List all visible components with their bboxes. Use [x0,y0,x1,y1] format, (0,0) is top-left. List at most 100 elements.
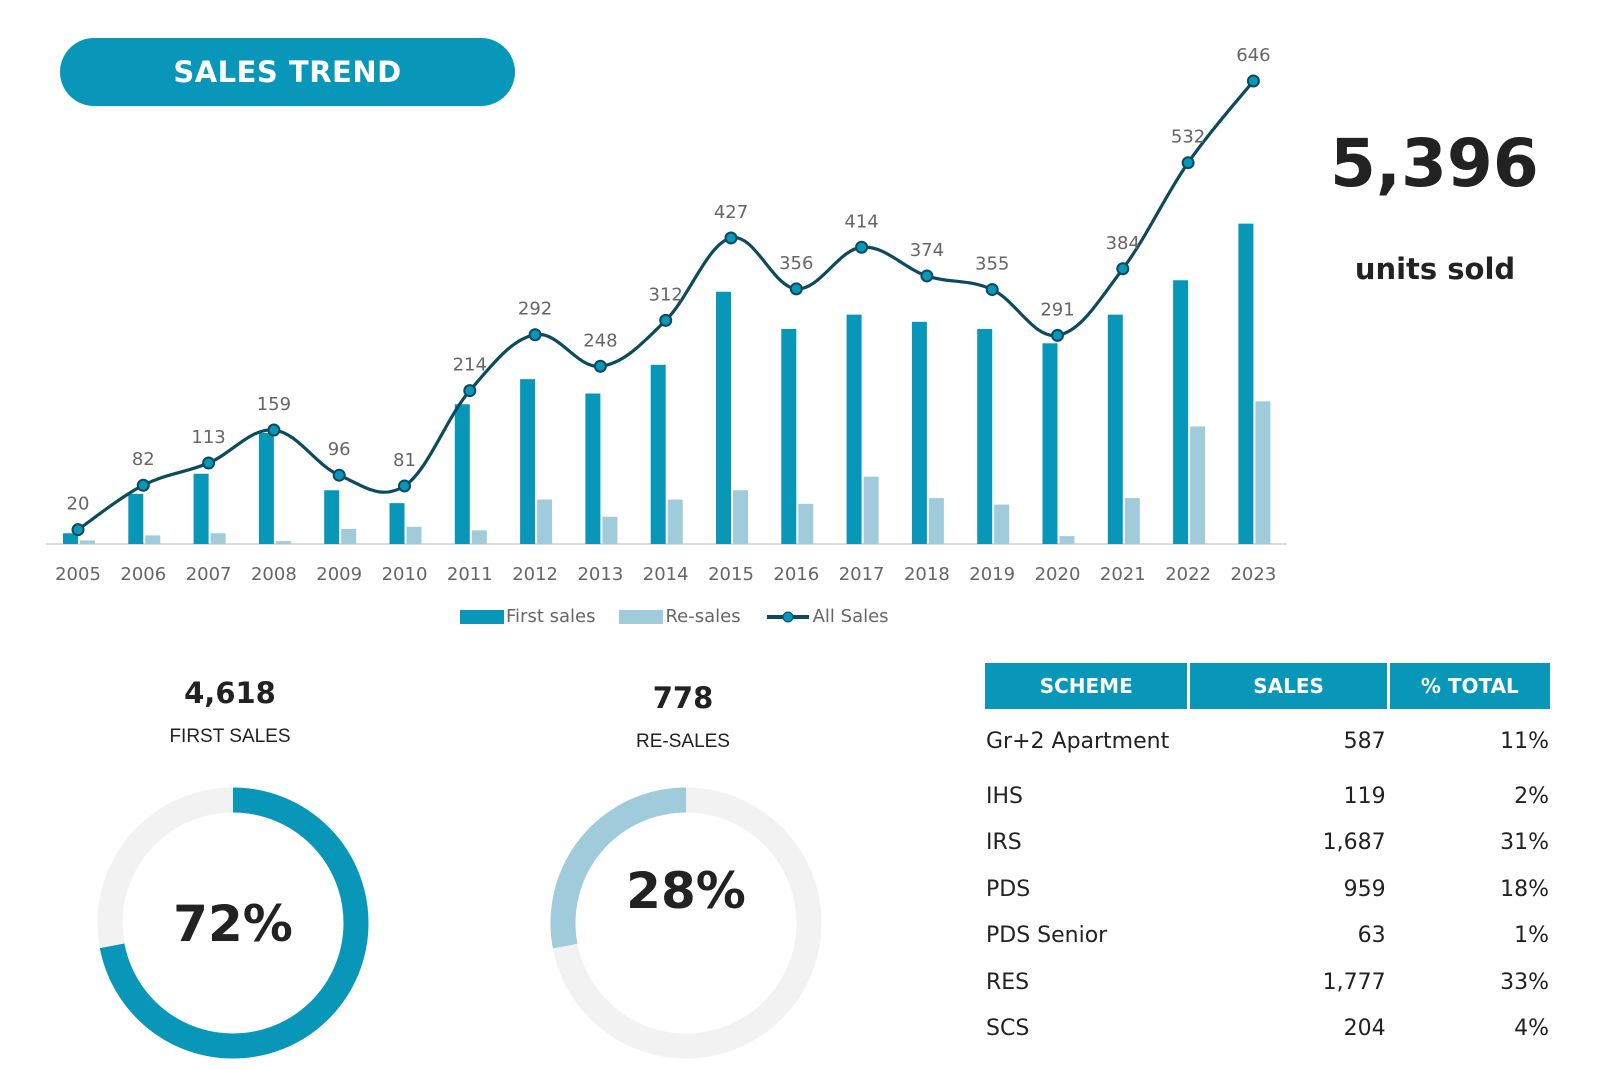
all-sales-point[interactable] [267,423,281,437]
all-sales-point[interactable] [463,384,477,398]
bar-re-sales[interactable] [406,526,422,544]
legend-all-sales[interactable]: All Sales [765,606,889,627]
percent-cell: 33% [1500,969,1549,995]
bar-first-sales[interactable] [520,379,536,544]
bar-re-sales[interactable] [1124,498,1140,544]
data-label: 248 [583,330,617,351]
bar-re-sales[interactable] [210,533,226,544]
first-sales-donut: 72% [97,787,369,1059]
legend-re-sales[interactable]: Re-sales [619,606,741,627]
all-sales-point[interactable] [1246,74,1260,88]
bar-first-sales[interactable] [1042,343,1058,544]
header-scheme[interactable]: SCHEME [985,663,1188,709]
sales-cell: 587 [1343,728,1386,754]
legend-re-label: Re-sales [665,606,741,627]
bar-re-sales[interactable] [994,504,1010,544]
all-sales-point[interactable] [202,456,216,470]
bar-re-sales[interactable] [928,498,944,544]
data-label: 291 [1040,299,1074,320]
data-label: 113 [191,427,225,448]
data-label: 214 [453,355,487,376]
all-sales-point[interactable] [332,468,346,482]
first-sales-label: FIRST SALES [169,726,291,747]
scheme-cell: Gr+2 Apartment [986,728,1170,754]
data-label: 20 [67,494,90,515]
title-banner: SALES TREND [60,38,515,106]
chart-legend: First sales Re-sales All Sales [460,606,889,627]
bar-re-sales[interactable] [1190,426,1206,544]
all-sales-point[interactable] [659,313,673,327]
bar-re-sales[interactable] [537,499,553,544]
re-sales-donut-arc [550,787,822,1059]
header-percent-total[interactable]: % TOTAL [1389,663,1550,709]
bar-first-sales[interactable] [781,328,797,544]
all-sales-point[interactable] [1116,262,1130,276]
bar-re-sales[interactable] [667,499,683,544]
bar-first-sales[interactable] [911,321,927,544]
legend-all-label: All Sales [812,606,889,627]
scheme-cell: SCS [986,1016,1030,1042]
bar-first-sales[interactable] [389,503,405,544]
bar-re-sales[interactable] [602,516,618,544]
bar-first-sales[interactable] [324,490,340,544]
bar-first-sales[interactable] [128,493,144,544]
bar-re-sales[interactable] [863,476,879,544]
all-sales-point[interactable] [593,359,607,373]
x-tick-label: 2011 [447,564,493,585]
header-sales[interactable]: SALES [1190,663,1387,709]
bar-first-sales[interactable] [193,473,209,544]
bar-re-sales[interactable] [1059,536,1075,544]
bar-first-sales[interactable] [650,364,666,544]
table-row: SCS 204 4% [985,1006,1550,1053]
bar-first-sales[interactable] [63,533,78,544]
x-tick-label: 2023 [1230,564,1276,585]
bar-re-sales[interactable] [471,530,487,544]
x-tick-label: 2017 [839,564,885,585]
first-sales-summary: 4,618 FIRST SALES [130,676,330,748]
sales-cell: 119 [1343,783,1386,809]
data-label: 427 [714,202,748,223]
x-tick-label: 2018 [904,564,950,585]
bar-re-sales[interactable] [80,540,95,544]
bar-re-sales[interactable] [275,541,291,544]
x-tick-label: 2013 [577,564,623,585]
all-sales-point[interactable] [528,328,542,342]
bar-first-sales[interactable] [977,328,993,544]
bar-first-sales[interactable] [846,314,862,544]
all-sales-point[interactable] [985,283,999,297]
percent-cell: 1% [1514,923,1549,949]
all-sales-point[interactable] [920,269,934,283]
re-sales-percent: 28% [626,862,746,920]
x-tick-label: 2016 [773,564,819,585]
bar-re-sales[interactable] [733,490,748,544]
bar-first-sales[interactable] [1173,280,1189,544]
all-sales-point[interactable] [136,478,150,492]
all-sales-point[interactable] [1051,328,1064,342]
bar-first-sales[interactable] [716,291,731,544]
all-sales-line [77,80,1255,531]
bar-first-sales[interactable] [258,432,274,544]
all-sales-point[interactable] [71,523,85,537]
x-tick-label: 2019 [969,564,1015,585]
bar-first-sales[interactable] [585,393,601,544]
data-label: 312 [649,284,683,305]
total-units-value: 5,396 [1330,125,1539,202]
legend-first-sales[interactable]: First sales [460,606,595,627]
all-sales-point[interactable] [789,282,803,296]
bar-first-sales[interactable] [1107,314,1123,544]
data-label: 646 [1236,45,1270,66]
sales-trend-chart: 2005 2006 2007 2008 2009 2010 2011 2012 2013 2014… [46,45,1287,585]
all-sales-point[interactable] [855,240,869,254]
re-sales-label: RE-SALES [636,731,730,752]
bar-first-sales[interactable] [1238,223,1254,544]
bar-re-sales[interactable] [145,535,161,544]
all-sales-point[interactable] [398,479,411,493]
bar-re-sales[interactable] [341,528,357,544]
all-sales-point[interactable] [1181,156,1195,170]
data-label: 82 [132,449,155,470]
sales-cell: 63 [1357,923,1386,949]
bar-re-sales[interactable] [1255,401,1271,544]
all-sales-point[interactable] [724,231,738,245]
bar-first-sales[interactable] [454,404,470,544]
bar-re-sales[interactable] [798,503,814,544]
